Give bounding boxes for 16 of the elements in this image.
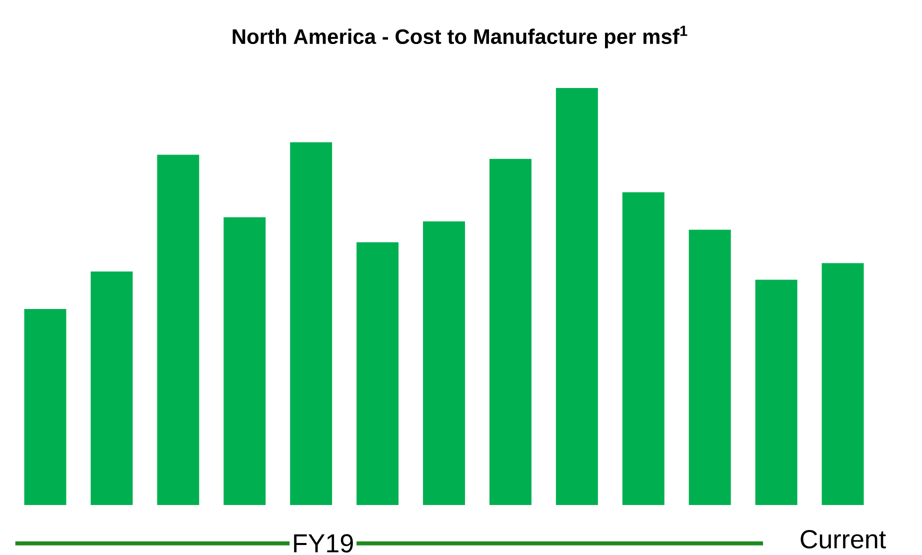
- bar: [356, 242, 399, 505]
- bar: [157, 154, 200, 505]
- bar: [90, 271, 133, 505]
- chart-title: North America - Cost to Manufacture per msf$^{1}$: [232, 26, 688, 48]
- bar: [622, 192, 664, 505]
- bar: [556, 88, 598, 505]
- bar: [423, 221, 465, 505]
- bar: [755, 280, 798, 505]
- bar: [224, 217, 266, 505]
- text: FY19: [294, 534, 353, 553]
- bar: [24, 309, 66, 505]
- bar: [688, 230, 731, 505]
- bar: [290, 142, 332, 505]
- bar: [822, 263, 864, 505]
- x-tick-label: Current: [800, 530, 886, 548]
- bar: [489, 158, 532, 505]
